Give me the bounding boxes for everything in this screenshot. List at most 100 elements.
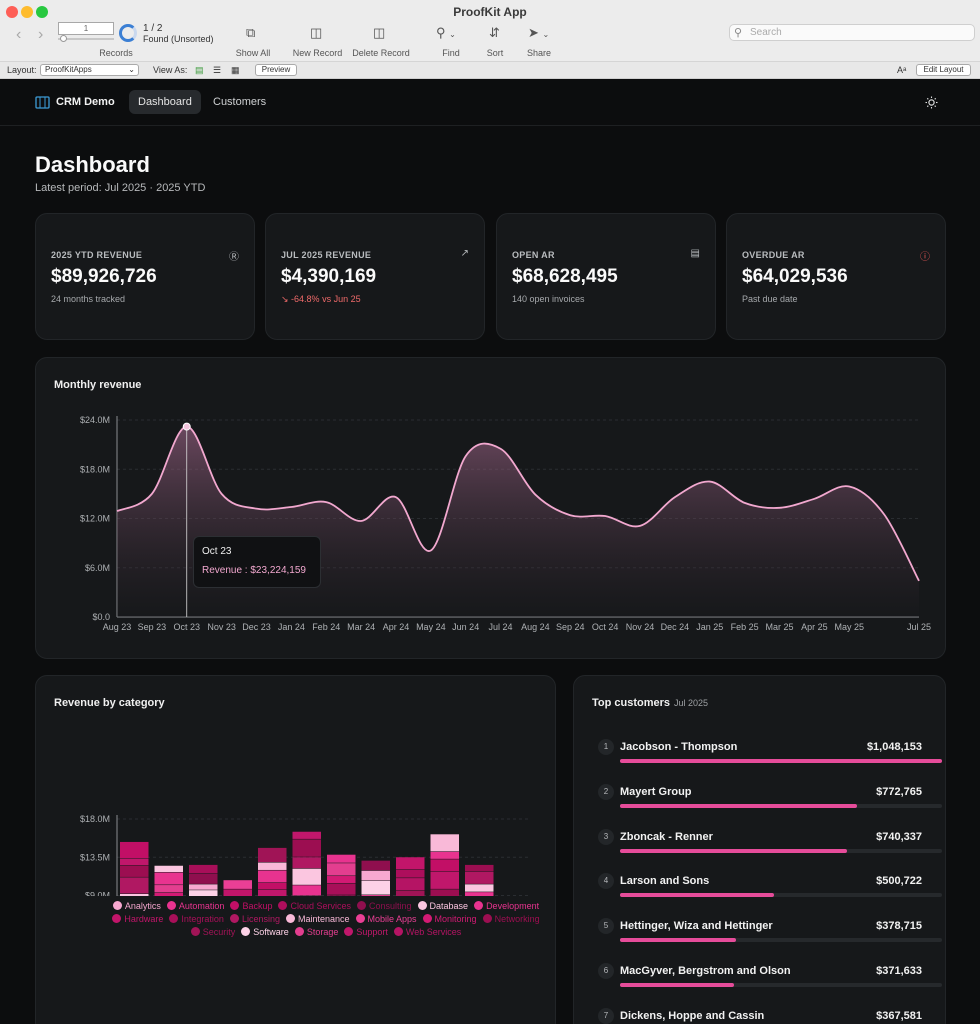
nav-dashboard[interactable]: Dashboard	[129, 90, 201, 114]
revenue-area	[117, 426, 919, 617]
bar-segment	[327, 863, 356, 876]
legend-item[interactable]: Web Services	[393, 926, 462, 939]
customer-revenue: $772,765	[876, 785, 922, 798]
record-slider-knob[interactable]	[60, 35, 67, 42]
legend-swatch	[169, 914, 179, 923]
x-tick-label: Oct 23	[173, 622, 200, 632]
close-window-icon[interactable]	[6, 6, 18, 18]
legend-item[interactable]: Database	[417, 900, 468, 913]
edit-layout-button[interactable]: Edit Layout	[916, 64, 971, 76]
legend-item[interactable]: Maintenance	[285, 913, 350, 926]
sort-icon[interactable]: ⇵	[489, 25, 500, 40]
new-record-icon[interactable]: ◫	[310, 25, 323, 40]
legend-item[interactable]: Hardware	[112, 913, 163, 926]
legend-item[interactable]: Security	[190, 926, 235, 939]
legend-item[interactable]: Backup	[230, 900, 272, 913]
record-number-input[interactable]: 1	[58, 22, 114, 35]
legend-item[interactable]: Monitoring	[422, 913, 477, 926]
find-button[interactable]: Find	[442, 48, 460, 58]
kpi-label: OPEN AR	[512, 250, 555, 260]
bar-segment	[292, 831, 321, 839]
form-view-icon[interactable]: ▤	[195, 65, 204, 75]
bar-segment	[189, 864, 218, 874]
legend-item[interactable]: Analytics	[112, 900, 161, 913]
bar-segment	[396, 890, 425, 896]
legend-item[interactable]: Cloud Services	[278, 900, 351, 913]
sort-button[interactable]: Sort	[486, 48, 504, 58]
delete-record-icon[interactable]: ◫	[373, 25, 386, 40]
layout-select[interactable]: ProofKitApps ⌄	[40, 64, 139, 76]
x-tick-label: Apr 25	[801, 622, 828, 632]
delete-record-button[interactable]: Delete Record	[352, 48, 410, 58]
tooltip-value: Revenue : $23,224,159	[202, 565, 306, 576]
customer-row[interactable]: 2 Mayert Group $772,765	[574, 783, 947, 828]
kpi-change-text: -64.8% vs Jun 25	[291, 294, 361, 304]
preview-button[interactable]: Preview	[255, 64, 297, 76]
receipt-icon: ▤	[690, 248, 700, 259]
monthly-revenue-chart[interactable]: $0.0 $6.0M $12.0M $18.0M $24.0M Aug 23 Sep 23 O…	[36, 358, 947, 660]
zoom-window-icon[interactable]	[36, 6, 48, 18]
table-view-icon[interactable]: ▦	[231, 65, 240, 75]
found-set-pie-icon	[119, 24, 137, 42]
legend-label: Cloud Services	[290, 901, 351, 911]
show-all-icon[interactable]: ⧉	[246, 25, 256, 40]
bar-segment	[361, 870, 390, 881]
legend-item[interactable]: Support	[344, 926, 388, 939]
customer-bar-fill	[620, 759, 942, 763]
show-all-button[interactable]: Show All	[235, 48, 271, 58]
revenue-line	[116, 425, 920, 582]
share-icon[interactable]: ➤ ⌄	[528, 25, 550, 40]
legend-label: Web Services	[405, 927, 462, 937]
search-field[interactable]: ⚲ Search	[729, 24, 975, 41]
bar-segment	[189, 884, 218, 890]
trending-up-icon: ↗	[460, 248, 469, 259]
bar-segment	[396, 857, 425, 870]
customer-row[interactable]: 5 Hettinger, Wiza and Hettinger $378,715	[574, 918, 947, 962]
legend-item[interactable]: Integration	[169, 913, 224, 926]
text-size-icon[interactable]: Aᵃ	[897, 65, 907, 75]
customer-row[interactable]: 6 MacGyver, Bergstrom and Olson $371,633	[574, 963, 947, 1007]
nav-customers[interactable]: Customers	[213, 96, 267, 108]
customer-row[interactable]: 7 Dickens, Hoppe and Cassin $367,581	[574, 1007, 947, 1024]
bar-segment	[258, 847, 287, 863]
list-view-icon[interactable]: ☰	[213, 65, 222, 75]
forward-arrow-icon[interactable]: ›	[38, 26, 44, 43]
legend-item[interactable]: Mobile Apps	[355, 913, 417, 926]
legend-item[interactable]: Development	[474, 900, 539, 913]
kpi-card-overdue-ar: OVERDUE AR ⓘ $64,029,536 Past due date	[726, 213, 946, 340]
minimize-window-icon[interactable]	[21, 6, 33, 18]
back-arrow-icon[interactable]: ‹	[16, 26, 22, 43]
legend-label: Storage	[306, 927, 339, 937]
new-record-button[interactable]: New Record	[292, 48, 343, 58]
legend-item[interactable]: Storage	[294, 926, 339, 939]
kpi-subtext: 24 months tracked	[51, 294, 126, 304]
record-slider[interactable]	[58, 38, 114, 40]
customer-row[interactable]: 1 Jacobson - Thompson $1,048,153	[574, 739, 947, 783]
legend-item[interactable]: Software	[241, 926, 289, 939]
bar-segment	[189, 890, 218, 896]
legend-item[interactable]: Networking	[482, 913, 540, 926]
theme-toggle-sun-icon[interactable]	[925, 96, 938, 109]
customer-bar-fill	[620, 983, 735, 987]
share-button[interactable]: Share	[526, 48, 552, 58]
bar-segment	[361, 880, 390, 895]
legend-swatch	[112, 914, 122, 923]
legend-swatch	[357, 901, 366, 910]
kpi-label: JUL 2025 REVENUE	[281, 250, 372, 260]
customer-row[interactable]: 4 Larson and Sons $500,722	[574, 873, 947, 917]
x-tick-label: Sep 24	[556, 622, 585, 632]
legend-item[interactable]: Consulting	[357, 900, 412, 913]
chart-tooltip: Oct 23 Revenue : $23,224,159	[193, 536, 321, 588]
legend-label: Support	[356, 927, 388, 937]
legend-item[interactable]: Automation	[166, 900, 224, 913]
legend-swatch	[355, 914, 365, 923]
bar-segment	[189, 873, 218, 884]
customer-row[interactable]: 3 Zboncak - Renner $740,337	[574, 828, 947, 873]
customer-name: Dickens, Hoppe and Cassin	[620, 1009, 765, 1022]
monthly-revenue-card: Monthly revenue $0.0 $6.0M $12.0M $18.0M $24…	[35, 357, 946, 659]
bar-segment	[223, 889, 252, 896]
bar-segment	[430, 871, 459, 889]
legend-item[interactable]: Licensing	[229, 913, 280, 926]
find-icon[interactable]: ⚲ ⌄	[436, 25, 456, 40]
